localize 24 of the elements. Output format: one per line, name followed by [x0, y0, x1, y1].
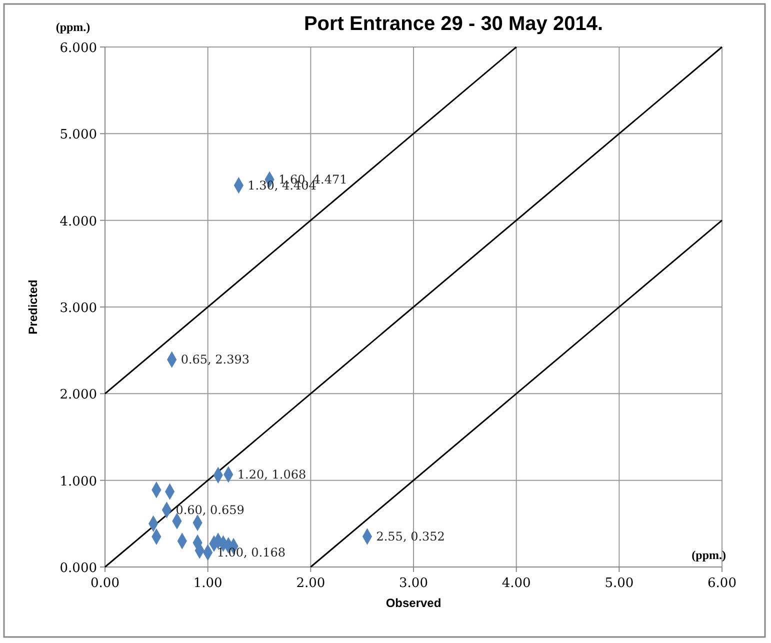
data-label: 0.60, 0.659 — [176, 502, 244, 517]
chart-title: Port Entrance 29 - 30 May 2014. — [304, 13, 604, 35]
x-tick-label: 1.00 — [193, 576, 222, 591]
y-tick-label: 6.000 — [60, 41, 97, 56]
x-axis-title: Observed — [386, 596, 442, 610]
y-tick-label: 0.000 — [60, 561, 97, 576]
data-label: 1.00, 0.168 — [216, 545, 286, 560]
x-tick-label: 0.00 — [90, 576, 120, 591]
x-tick-label: 6.00 — [708, 576, 736, 591]
data-label: 0.65, 2.393 — [180, 352, 250, 367]
data-label: 1.20, 1.068 — [237, 467, 306, 482]
y-tick-label: 2.000 — [60, 388, 97, 403]
x-tick-label: 4.00 — [502, 576, 531, 591]
y-tick-label: 5.000 — [60, 128, 97, 143]
x-tick-label: 3.00 — [399, 576, 428, 591]
text: (ppm.) — [56, 20, 90, 34]
y-tick-label: 4.000 — [60, 214, 97, 230]
y-tick-label: 1.000 — [60, 474, 97, 490]
y-tick-label: 3.000 — [60, 301, 97, 316]
x-tick-label: 5.00 — [604, 576, 634, 591]
annotation: (ppm.) — [692, 548, 726, 562]
y-axis-title: Predicted — [26, 280, 40, 334]
data-label: 2.55, 0.352 — [376, 529, 445, 544]
x-tick-label: 2.00 — [296, 576, 326, 591]
